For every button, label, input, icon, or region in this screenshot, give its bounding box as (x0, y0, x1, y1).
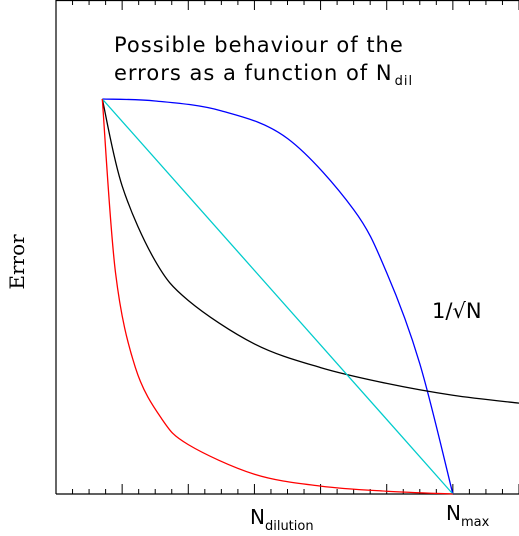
curves (101, 98, 519, 495)
x-tick-label-dilution: Ndilution (250, 505, 314, 534)
red-curve (101, 98, 453, 495)
cyan-linear-curve (101, 98, 454, 495)
black-curve-inverse-sqrt (101, 98, 519, 404)
chart-title-subscript: dil (395, 74, 413, 89)
chart-title-line-1: Possible behaviour of the (114, 33, 404, 57)
chart-title-line-2-main: errors as a function of N (114, 61, 393, 85)
y-axis-label: Error (5, 234, 29, 290)
blue-curve (102, 98, 454, 495)
x-tick-label-max: Nmax (446, 501, 490, 530)
curve-annotation-inverse-sqrt-n: 1/√N (432, 299, 482, 323)
